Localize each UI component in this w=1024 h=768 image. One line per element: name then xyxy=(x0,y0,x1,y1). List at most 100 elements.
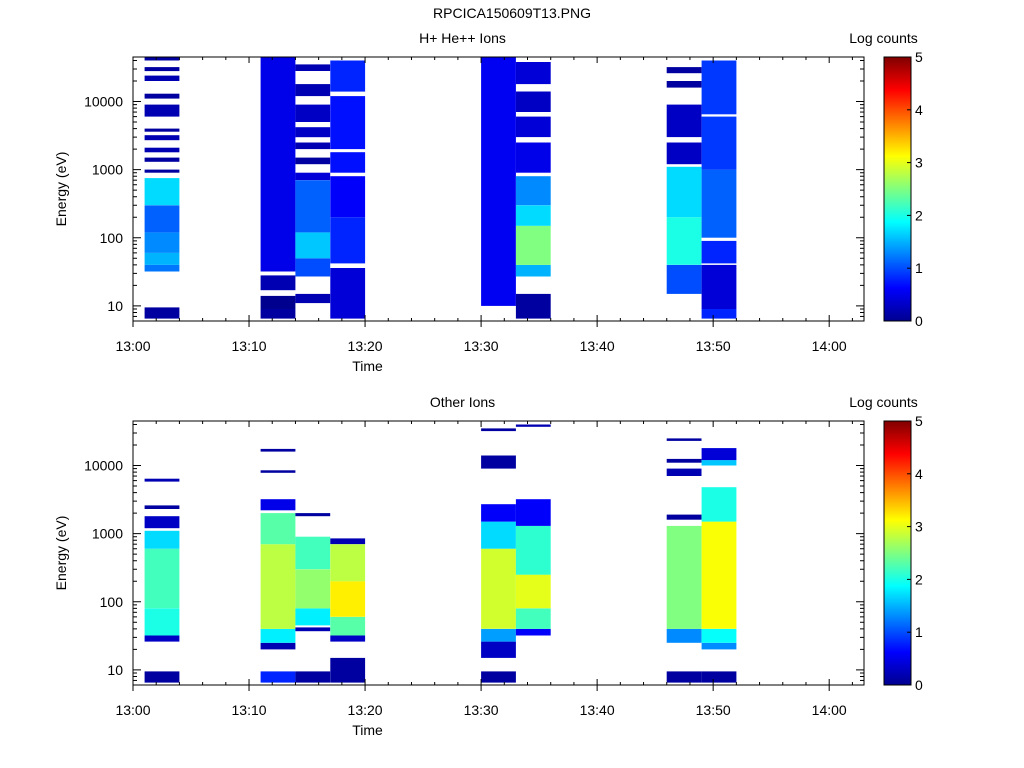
figure-title: RPCICA150609T13.PNG xyxy=(433,5,591,21)
panel-1-cell-0-10 xyxy=(144,128,180,132)
panel-2-xtick-label: 13:20 xyxy=(348,702,383,718)
panel-2-cell-1-2 xyxy=(260,628,296,643)
panel-2-cell-0-3 xyxy=(144,548,180,609)
panel-2-cell-4-7 xyxy=(481,428,516,432)
panel-1-ytick-label: 10 xyxy=(107,298,123,314)
panel-2-xtick-label: 14:00 xyxy=(812,702,847,718)
panel-2-cell-7-1 xyxy=(701,642,737,650)
panel-1-cell-0-6 xyxy=(144,169,180,173)
panel-1-xtick-label: 13:00 xyxy=(115,338,150,354)
panel-1-cell-6-4 xyxy=(666,104,702,138)
panel-2-ylabel: Energy (eV) xyxy=(53,516,69,591)
panel-2-cell-6-1 xyxy=(666,628,702,643)
panel-1-colorbar-tick-label: 3 xyxy=(915,155,923,171)
panel-2-cell-4-4 xyxy=(481,521,516,549)
panel-2-xlabel: Time xyxy=(352,722,383,738)
panel-1-xtick-label: 13:30 xyxy=(464,338,499,354)
panel-2-cell-0-1 xyxy=(144,635,180,642)
panel-2-xtick-label: 13:00 xyxy=(115,702,150,718)
panel-1-cell-0-7 xyxy=(144,157,180,162)
panel-1-cell-1-3 xyxy=(260,57,296,272)
panel-2-xtick-label: 13:50 xyxy=(696,702,731,718)
panel-2-cell-5-0 xyxy=(515,628,551,636)
panel-1-cell-3-2 xyxy=(330,176,366,218)
panel-2-cell-1-7 xyxy=(260,448,296,452)
panel-1-cell-2-10 xyxy=(295,64,331,71)
panel-1-cell-6-2 xyxy=(666,166,702,218)
panel-1-ytick-label: 100 xyxy=(100,230,124,246)
panel-1-cell-2-0 xyxy=(295,293,331,304)
panel-2-cell-4-0 xyxy=(481,671,516,683)
panel-2-cell-4-5 xyxy=(481,504,516,522)
panel-1-cell-7-5 xyxy=(701,60,737,115)
panel-1-cell-0-2 xyxy=(144,252,180,265)
panel-1-cell-7-3 xyxy=(701,169,737,238)
panel-1-cell-0-13 xyxy=(144,75,180,81)
panel-2-colorbar-tick-label: 0 xyxy=(915,677,923,693)
panel-1-cell-6-3 xyxy=(666,142,702,165)
panel-2-cell-6-2 xyxy=(666,525,702,629)
panel-2-cell-7-3 xyxy=(701,521,737,629)
panel-2-cell-2-4 xyxy=(295,536,331,570)
panel-2-cell-7-2 xyxy=(701,628,737,643)
panel-1-colorbar-tick-label: 1 xyxy=(915,260,923,276)
panel-1-ylabel: Energy (eV) xyxy=(53,152,69,227)
panel-2-cell-6-3 xyxy=(666,514,702,520)
panel-2-cell-3-4 xyxy=(330,544,366,582)
panel-1-colorbar-label: Log counts xyxy=(849,30,918,46)
panel-1-cell-2-5 xyxy=(295,157,331,165)
panel-2-cell-3-5 xyxy=(330,538,366,545)
panel-1-cell-0-3 xyxy=(144,232,180,253)
panel-2-cell-2-1 xyxy=(295,627,331,632)
panel-1-colorbar xyxy=(883,56,912,322)
panel-1-xtick-label: 13:50 xyxy=(696,338,731,354)
panel-1-cell-5-7 xyxy=(515,91,551,112)
panel-1-cell-5-6 xyxy=(515,116,551,138)
panel-2-cell-5-4 xyxy=(515,499,551,526)
panel-1-cell-0-8 xyxy=(144,147,180,153)
panel-2-cell-2-2 xyxy=(295,608,331,626)
panel-2-cell-6-5 xyxy=(666,458,702,463)
panel-2-cell-4-6 xyxy=(481,455,516,469)
panel-1-cell-6-1 xyxy=(666,217,702,265)
panel-2-ytick-label: 10000 xyxy=(84,458,123,474)
panel-2-cell-0-4 xyxy=(144,530,180,549)
panel-1-cell-7-2 xyxy=(701,240,737,264)
panel-1-colorbar-tick-label: 0 xyxy=(915,313,923,329)
panel-2-title: Other Ions xyxy=(430,394,495,410)
panel-1-cell-7-1 xyxy=(701,264,737,309)
panel-2-xtick-label: 13:40 xyxy=(580,702,615,718)
panel-1-cell-5-2 xyxy=(515,225,551,265)
panel-1-cell-3-4 xyxy=(330,96,366,150)
panel-1-cell-7-0 xyxy=(701,309,737,319)
panel-1-ytick-label: 10000 xyxy=(84,94,123,110)
panel-1-cell-0-0 xyxy=(144,307,180,319)
panel-1-cell-2-4 xyxy=(295,172,331,181)
panel-2-colorbar-label: Log counts xyxy=(849,394,918,410)
panel-1-colorbar-tick-label: 5 xyxy=(915,49,923,65)
panel-2-cell-7-0 xyxy=(701,671,737,683)
panel-1-cell-2-2 xyxy=(295,232,331,259)
panel-2-cell-2-0 xyxy=(295,671,331,683)
panel-1-frame xyxy=(132,56,865,322)
panel-1-cell-1-1 xyxy=(260,295,296,309)
panel-2-cell-4-3 xyxy=(481,548,516,629)
panel-1-cell-2-3 xyxy=(295,180,331,233)
panel-1-cell-6-0 xyxy=(666,264,702,294)
panel-2-cell-2-3 xyxy=(295,569,331,609)
panel-1-xtick-label: 13:40 xyxy=(580,338,615,354)
panel-2-colorbar-tick-label: 5 xyxy=(915,413,923,429)
panel-2-cell-5-3 xyxy=(515,525,551,575)
panel-2-cell-0-7 xyxy=(144,478,180,482)
panel-1-cell-2-7 xyxy=(295,127,331,138)
panel-2-colorbar-tick-label: 3 xyxy=(915,519,923,535)
panel-1-cell-0-5 xyxy=(144,178,180,206)
panel-2-ytick-label: 1000 xyxy=(92,526,123,542)
panel-1-cell-5-1 xyxy=(515,264,551,277)
panel-1-cell-3-0 xyxy=(330,268,366,319)
panel-2-cell-6-6 xyxy=(666,438,702,441)
panel-1-cell-5-5 xyxy=(515,142,551,173)
panel-2-frame xyxy=(132,420,865,686)
panel-2-xtick-label: 13:30 xyxy=(464,702,499,718)
